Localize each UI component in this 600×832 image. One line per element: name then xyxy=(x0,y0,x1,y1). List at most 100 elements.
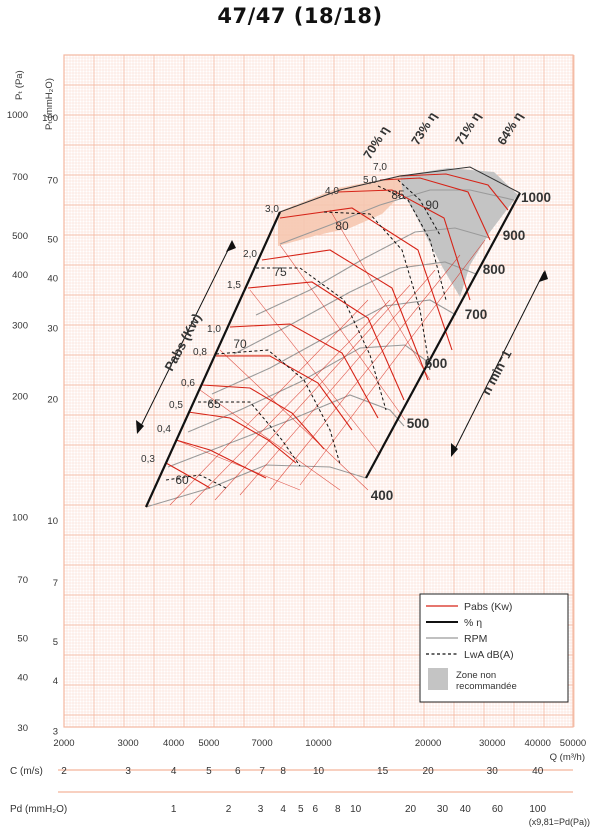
x-tick-label: 3000 xyxy=(118,738,139,749)
lwa-dashed-curve xyxy=(165,474,229,490)
system-line xyxy=(199,389,341,491)
rpm-label: 500 xyxy=(407,416,430,431)
x-tick-label: 2000 xyxy=(53,738,74,749)
pd-tick-label: 60 xyxy=(492,804,504,815)
y-tick-label-mmh2o: 3 xyxy=(53,726,58,737)
rpm-arrow-head-down xyxy=(451,443,458,457)
efficiency-pct-label: 70% η xyxy=(361,124,392,162)
pabs-curve xyxy=(279,207,453,351)
pabs-label: 3,0 xyxy=(265,204,279,215)
y-tick-label-pa: 40 xyxy=(17,673,28,684)
lwa-dashed-curve xyxy=(256,267,387,411)
rpm-curve-700 xyxy=(211,299,457,395)
system-line xyxy=(329,209,431,381)
pabs-label: 0,3 xyxy=(141,454,155,465)
y-tick-label-mmh2o: 100 xyxy=(42,113,58,124)
chart-title: 47/47 (18/18) xyxy=(217,4,383,28)
pabs-curve xyxy=(229,323,379,419)
x-tick-label: 5000 xyxy=(198,738,219,749)
system-line xyxy=(249,289,381,456)
efficiency-label: 85 xyxy=(391,188,405,202)
y-axis-label-pa: Pₜ (Pa) xyxy=(14,70,25,100)
y-tick-label-mmh2o: 40 xyxy=(47,273,58,284)
c-tick-label: 20 xyxy=(423,766,435,777)
pabs-curve xyxy=(216,355,353,431)
pabs-label: 1,5 xyxy=(227,280,241,291)
pabs-label: 5,0 xyxy=(363,175,377,186)
pabs-label: 4,0 xyxy=(325,186,339,197)
pabs-curve xyxy=(399,173,509,211)
c-tick-label: 15 xyxy=(377,766,389,777)
pd-tick-label: 100 xyxy=(529,804,546,815)
rpm-label: 900 xyxy=(503,228,526,243)
x-tick-label: 20000 xyxy=(415,738,441,749)
pd-tick-label: 30 xyxy=(437,804,449,815)
plot-frame xyxy=(63,54,574,728)
rpm-curve-500 xyxy=(167,394,405,468)
x-axis-label: Q (m³/h) xyxy=(550,752,585,763)
pabs-curve xyxy=(175,439,267,479)
efficiency-label: 90 xyxy=(425,198,439,212)
lwa-dashed-curve xyxy=(377,185,447,301)
pd-scale-label: Pd (mmH₂O) xyxy=(10,804,67,815)
pabs-label: 0,4 xyxy=(157,424,171,435)
pd-note: (x9,81=Pd(Pa)) xyxy=(529,817,590,827)
y-tick-label-pa: 300 xyxy=(12,320,28,331)
pabs-arrow-head-down xyxy=(136,420,144,434)
efficiency-label: 80 xyxy=(335,219,349,233)
system-line xyxy=(189,299,391,506)
x-tick-label: 7000 xyxy=(252,738,273,749)
pd-tick-label: 40 xyxy=(460,804,472,815)
c-tick-label: 8 xyxy=(280,766,286,777)
efficiency-label: 60 xyxy=(175,473,189,487)
y-tick-label-mmh2o: 50 xyxy=(47,234,58,245)
c-tick-label: 6 xyxy=(235,766,241,777)
c-tick-label: 3 xyxy=(125,766,131,777)
pd-tick-label: 6 xyxy=(313,804,319,815)
system-line xyxy=(279,244,406,421)
rpm-curve-900 xyxy=(255,227,491,316)
rpm-label: 700 xyxy=(465,307,488,322)
y-tick-label-mmh2o: 70 xyxy=(47,176,58,187)
efficiency-label: 70 xyxy=(233,337,247,351)
system-line xyxy=(269,254,461,491)
pabs-label: 1,0 xyxy=(207,324,221,335)
y-tick-label-pa: 200 xyxy=(12,391,28,402)
pabs-curve xyxy=(187,411,297,464)
rpm-arrow-head-up xyxy=(539,270,548,282)
pabs-label: 0,5 xyxy=(169,400,183,411)
x-tick-label: 30000 xyxy=(479,738,505,749)
pabs-curve xyxy=(379,177,491,241)
y-tick-label-pa: 500 xyxy=(12,231,28,242)
y-tick-label-mmh2o: 20 xyxy=(47,395,58,406)
system-line xyxy=(169,299,369,506)
system-line xyxy=(299,239,486,486)
rpm-curve-600 xyxy=(187,344,433,433)
y-tick-label-mmh2o: 5 xyxy=(53,637,58,648)
y-tick-label-pa: 70 xyxy=(17,575,28,586)
pabs-label: 0,6 xyxy=(181,378,195,389)
legend-label: Pabs (Kw) xyxy=(464,601,512,613)
c-tick-label: 10 xyxy=(313,766,325,777)
y-tick-label-mmh2o: 7 xyxy=(53,578,58,589)
pd-tick-label: 20 xyxy=(405,804,417,815)
pabs-label: 2,0 xyxy=(243,249,257,260)
y-tick-label-mmh2o: 10 xyxy=(47,516,58,527)
legend-label: RPM xyxy=(464,633,487,645)
legend-label: LwA dB(A) xyxy=(464,649,514,661)
lwa-dashed-curve xyxy=(198,401,301,467)
pd-tick-label: 2 xyxy=(226,804,232,815)
pabs-curve xyxy=(261,249,429,381)
recommended-upper-zone xyxy=(278,176,403,246)
pd-tick-label: 1 xyxy=(171,804,177,815)
pd-tick-label: 8 xyxy=(335,804,341,815)
zone-non-recommandee xyxy=(400,168,518,297)
c-tick-label: 30 xyxy=(487,766,499,777)
rpm-label: 800 xyxy=(483,262,506,277)
pabs-arrow-line xyxy=(137,241,233,433)
pabs-label: 7,0 xyxy=(373,162,387,173)
system-line xyxy=(214,284,411,501)
y-tick-label-pa: 1000 xyxy=(7,110,28,121)
y-axis-label-mmh2o: Pₜ (mmH₂O) xyxy=(44,78,55,130)
